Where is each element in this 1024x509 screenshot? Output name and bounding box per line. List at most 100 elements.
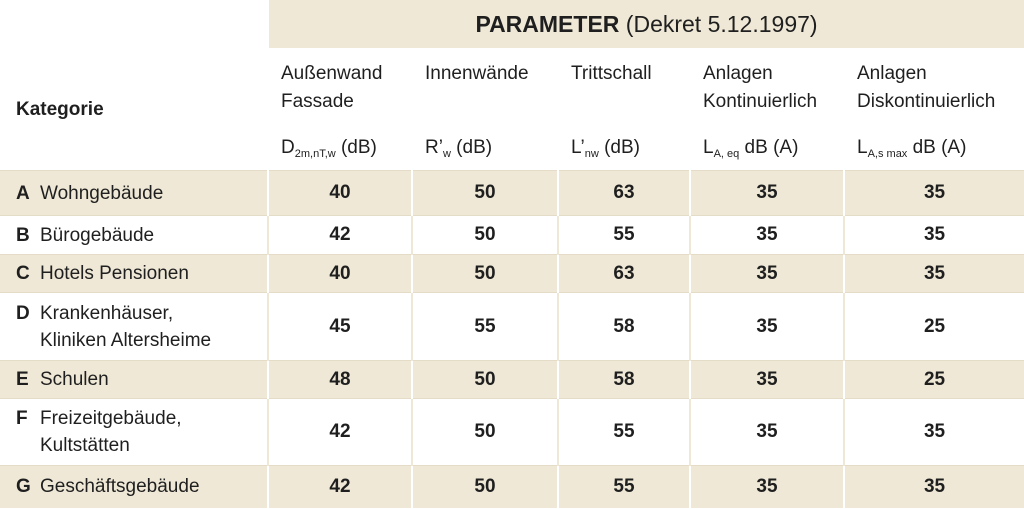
value-cell: 35 bbox=[842, 398, 1024, 466]
value-cell: 55 bbox=[557, 215, 690, 255]
col-name-line2: Kontinuierlich bbox=[703, 91, 818, 112]
col-name-line1: Innenwände bbox=[425, 63, 529, 84]
category-letter: G bbox=[16, 476, 31, 498]
value-cell: 63 bbox=[557, 170, 690, 216]
value-cell: 40 bbox=[267, 254, 412, 293]
value-cell: 35 bbox=[842, 465, 1024, 508]
col-header-innenwaende: Innenwände R’w (dB) bbox=[411, 49, 558, 171]
table-row-d: D Krankenhäuser, Kliniken Altersheime 45 5… bbox=[0, 292, 1024, 361]
category-letter: F bbox=[16, 408, 28, 429]
col-unit-sub: A,s max bbox=[867, 148, 908, 160]
value-cell: 35 bbox=[689, 292, 844, 361]
category-letter: A bbox=[16, 182, 30, 204]
col-name-line1: Außenwand bbox=[281, 63, 383, 84]
category-cell: A Wohngebäude bbox=[0, 170, 268, 216]
category-cell: B Bürogebäude bbox=[0, 215, 268, 255]
value-cell: 35 bbox=[842, 254, 1024, 293]
category-cell: C Hotels Pensionen bbox=[0, 254, 268, 293]
category-cell: E Schulen bbox=[0, 360, 268, 399]
col-name-line1: Trittschall bbox=[571, 63, 652, 84]
value-cell: 35 bbox=[689, 170, 844, 216]
col-unit-sub: nw bbox=[584, 148, 599, 160]
table-row-f: F Freizeitgebäude, Kultstätten 42 50 55 35… bbox=[0, 398, 1024, 466]
value-cell: 50 bbox=[411, 170, 558, 216]
col-name-line1: Anlagen bbox=[857, 63, 927, 84]
col-header-aussenwand: Außenwand Fassade D2m,nT,w (dB) bbox=[267, 49, 412, 171]
value-cell: 35 bbox=[689, 215, 844, 255]
value-cell: 35 bbox=[689, 465, 844, 508]
value-cell: 35 bbox=[689, 254, 844, 293]
category-letter: D bbox=[16, 302, 30, 324]
table-title: PARAMETER (Dekret 5.12.1997) bbox=[266, 0, 1024, 50]
col-unit-sub: 2m,nT,w bbox=[294, 148, 336, 160]
category-cell: D Krankenhäuser, Kliniken Altersheime bbox=[0, 292, 268, 361]
value-cell: 42 bbox=[267, 465, 412, 508]
category-cell: G Geschäftsgebäude bbox=[0, 465, 268, 508]
col-name-line1: Anlagen bbox=[703, 63, 773, 84]
category-cell: F Freizeitgebäude, Kultstätten bbox=[0, 398, 268, 466]
col-name-line2: Diskontinuierlich bbox=[857, 91, 996, 112]
value-cell: 55 bbox=[557, 465, 690, 508]
col-name-line2: Fassade bbox=[281, 91, 354, 112]
value-cell: 50 bbox=[411, 398, 558, 466]
value-cell: 25 bbox=[842, 292, 1024, 361]
col-unit-rest: dB (A) bbox=[739, 137, 799, 158]
value-cell: 55 bbox=[557, 398, 690, 466]
header-row: Kategorie Außenwand Fassade D2m,nT,w (dB)… bbox=[0, 49, 1024, 171]
value-cell: 63 bbox=[557, 254, 690, 293]
value-cell: 55 bbox=[411, 292, 558, 361]
col-unit-rest: (dB) bbox=[450, 137, 493, 158]
category-letter: C bbox=[16, 263, 30, 284]
category-letter: E bbox=[16, 369, 29, 390]
category-name-line2: Kliniken Altersheime bbox=[40, 329, 212, 351]
table-row-e: E Schulen 48 50 58 35 25 bbox=[0, 360, 1024, 399]
value-cell: 35 bbox=[689, 360, 844, 399]
col-header-trittschall: Trittschall L’nw (dB) bbox=[557, 49, 690, 171]
col-unit-main: R’ bbox=[425, 137, 443, 158]
value-cell: 40 bbox=[267, 170, 412, 216]
table-row-b: B Bürogebäude 42 50 55 35 35 bbox=[0, 215, 1024, 255]
value-cell: 45 bbox=[267, 292, 412, 361]
category-name-line1: Bürogebäude bbox=[40, 224, 155, 246]
table-row-a: A Wohngebäude 40 50 63 35 35 bbox=[0, 170, 1024, 216]
value-cell: 25 bbox=[842, 360, 1024, 399]
col-unit-main: L’ bbox=[571, 137, 585, 158]
col-unit-main: L bbox=[703, 137, 714, 158]
value-cell: 50 bbox=[411, 360, 558, 399]
category-letter: B bbox=[16, 224, 30, 246]
value-cell: 42 bbox=[267, 215, 412, 255]
col-unit-main: L bbox=[857, 137, 868, 158]
col-unit-main: D bbox=[281, 137, 295, 158]
value-cell: 35 bbox=[842, 170, 1024, 216]
title-bold: PARAMETER bbox=[475, 10, 620, 37]
kategorie-header: Kategorie bbox=[16, 98, 104, 120]
value-cell: 42 bbox=[267, 398, 412, 466]
title-rest: (Dekret 5.12.1997) bbox=[619, 10, 818, 37]
col-unit-rest: (dB) bbox=[335, 137, 377, 158]
col-unit-rest: dB (A) bbox=[907, 137, 967, 158]
category-name-line1: Hotels Pensionen bbox=[40, 263, 189, 284]
value-cell: 50 bbox=[411, 465, 558, 508]
value-cell: 48 bbox=[267, 360, 412, 399]
table-row-g: G Geschäftsgebäude 42 50 55 35 35 bbox=[0, 465, 1024, 508]
col-unit-sub: A, eq bbox=[713, 148, 740, 160]
category-name-line1: Krankenhäuser, bbox=[40, 302, 174, 324]
table-row-c: C Hotels Pensionen 40 50 63 35 35 bbox=[0, 254, 1024, 293]
value-cell: 58 bbox=[557, 292, 690, 361]
category-name-line2: Kultstätten bbox=[40, 435, 130, 456]
col-unit-rest: (dB) bbox=[598, 137, 640, 158]
col-unit-sub: w bbox=[442, 148, 451, 160]
empty-corner bbox=[0, 0, 268, 49]
col-header-anlagen-kontinuierlich: Anlagen Kontinuierlich LA, eq dB (A) bbox=[689, 49, 844, 171]
category-name-line1: Wohngebäude bbox=[40, 182, 164, 204]
category-name-line1: Schulen bbox=[40, 369, 109, 390]
category-name-line1: Freizeitgebäude, bbox=[40, 408, 182, 429]
value-cell: 50 bbox=[411, 254, 558, 293]
value-cell: 35 bbox=[842, 215, 1024, 255]
category-name-line1: Geschäftsgebäude bbox=[40, 476, 200, 498]
value-cell: 50 bbox=[411, 215, 558, 255]
value-cell: 35 bbox=[689, 398, 844, 466]
title-row: PARAMETER (Dekret 5.12.1997) bbox=[0, 0, 1024, 50]
value-cell: 58 bbox=[557, 360, 690, 399]
